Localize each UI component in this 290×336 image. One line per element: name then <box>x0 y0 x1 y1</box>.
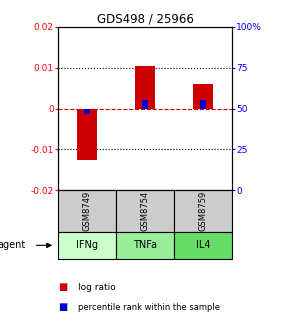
Bar <box>142 100 148 109</box>
Bar <box>174 191 232 232</box>
Bar <box>174 232 232 259</box>
Text: log ratio: log ratio <box>78 283 116 292</box>
Bar <box>135 66 155 109</box>
Text: GSM8759: GSM8759 <box>198 191 208 231</box>
Text: IFNg: IFNg <box>76 240 98 250</box>
Bar <box>84 109 90 114</box>
Title: GDS498 / 25966: GDS498 / 25966 <box>97 13 193 26</box>
Bar <box>193 84 213 109</box>
Bar <box>77 109 97 160</box>
Bar <box>58 191 116 232</box>
Text: GSM8754: GSM8754 <box>140 191 150 231</box>
Bar <box>200 100 206 109</box>
Text: ■: ■ <box>58 302 67 312</box>
Text: agent: agent <box>0 240 26 250</box>
Text: GSM8749: GSM8749 <box>82 191 92 231</box>
Text: percentile rank within the sample: percentile rank within the sample <box>78 303 220 312</box>
Bar <box>116 232 174 259</box>
Text: IL4: IL4 <box>196 240 210 250</box>
Text: TNFa: TNFa <box>133 240 157 250</box>
Bar <box>116 191 174 232</box>
Text: ■: ■ <box>58 282 67 292</box>
Bar <box>58 232 116 259</box>
